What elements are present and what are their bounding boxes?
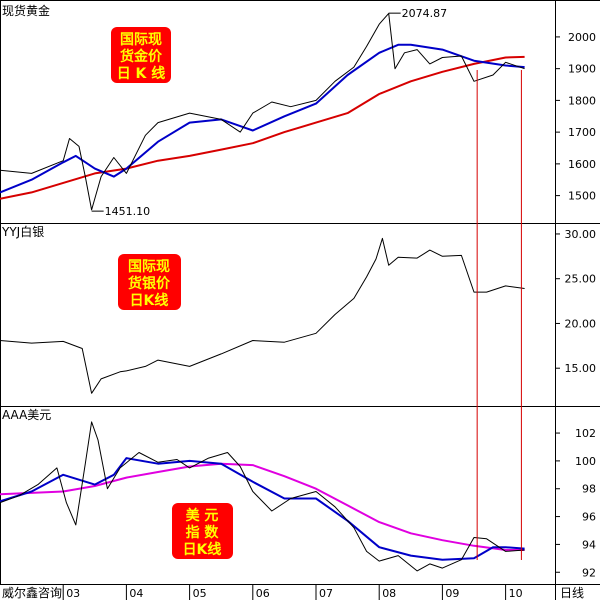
usd-y-tick-label: 94 bbox=[582, 538, 596, 551]
x-tick-label: 06 bbox=[256, 587, 270, 600]
footer-period: 日线 bbox=[560, 586, 584, 600]
footer-source: 威尔鑫咨询 bbox=[2, 585, 62, 600]
x-tick-label: 09 bbox=[445, 587, 459, 600]
gold-badge-line-1: 国际现 bbox=[120, 32, 162, 48]
gold-ma-long-line bbox=[0, 55, 525, 200]
gold-y-tick-label: 1600 bbox=[568, 158, 596, 171]
usd-badge-line-3: 日K线 bbox=[183, 541, 222, 558]
usd-y-tick-label: 96 bbox=[582, 511, 596, 524]
silver-badge-line-3: 日K线 bbox=[130, 292, 169, 309]
x-tick-label: 10 bbox=[509, 587, 523, 600]
gold-y-tick-label: 2000 bbox=[568, 31, 596, 44]
silver-y-tick-label: 25.00 bbox=[565, 273, 597, 286]
silver-badge-line-2: 货银价 bbox=[127, 275, 171, 292]
gold-price-line bbox=[0, 12, 525, 211]
x-tick-label: 05 bbox=[193, 587, 207, 600]
usd-y-tick-label: 102 bbox=[575, 427, 596, 440]
x-tick-label: 04 bbox=[129, 587, 143, 600]
x-tick-label: 03 bbox=[66, 587, 80, 600]
silver-panel-title: YYJ白银 bbox=[1, 224, 44, 239]
gold-y-tick-label: 1900 bbox=[568, 63, 596, 76]
gold-y-tick-label: 1500 bbox=[568, 190, 596, 203]
usd-badge-line-1: 美 元 bbox=[186, 507, 219, 524]
usd-y-tick-label: 100 bbox=[575, 455, 596, 468]
silver-y-tick-label: 15.00 bbox=[565, 362, 597, 375]
gold-low-annotation: 1451.10 bbox=[105, 205, 151, 218]
usd-y-tick-label: 92 bbox=[582, 566, 596, 579]
x-tick-label: 07 bbox=[319, 587, 333, 600]
silver-price-line bbox=[0, 237, 525, 394]
gold-y-tick-label: 1800 bbox=[568, 94, 596, 107]
gold-badge-line-2: 货金价 bbox=[119, 48, 163, 65]
silver-y-tick-label: 20.00 bbox=[565, 317, 597, 330]
usd-panel-title: AAA美元 bbox=[2, 408, 51, 422]
usd-price-line bbox=[0, 421, 525, 572]
silver-badge: 国际现 货银价 日K线 bbox=[118, 254, 181, 310]
usd-badge-line-2: 指 数 bbox=[186, 524, 220, 541]
gold-ma-short-line bbox=[0, 43, 525, 194]
gold-high-annotation: 2074.87 bbox=[402, 7, 448, 20]
gold-y-tick-label: 1700 bbox=[568, 126, 596, 139]
gold-badge: 国际现 货金价 日 K 线 bbox=[111, 27, 171, 83]
usd-ma-short-line bbox=[0, 457, 525, 561]
usd-ma-long-line bbox=[0, 462, 525, 551]
usd-badge: 美 元 指 数 日K线 bbox=[172, 503, 233, 559]
silver-y-tick-label: 30.00 bbox=[565, 228, 597, 241]
gold-panel-title: 现货黄金 bbox=[2, 3, 50, 18]
gold-badge-line-3: 日 K 线 bbox=[117, 65, 166, 82]
x-tick-label: 08 bbox=[382, 587, 396, 600]
silver-badge-line-1: 国际现 bbox=[128, 259, 170, 275]
usd-y-tick-label: 98 bbox=[582, 483, 596, 496]
